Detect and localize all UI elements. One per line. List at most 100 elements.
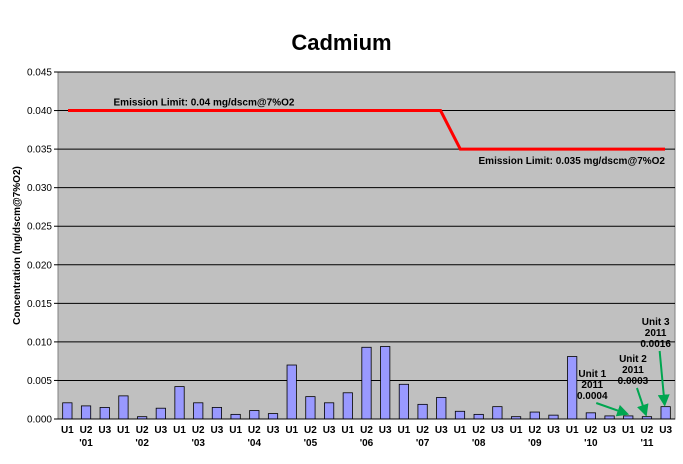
bar xyxy=(155,407,166,420)
bar xyxy=(454,410,466,420)
x-category-label: U1 xyxy=(397,425,410,436)
bar xyxy=(398,383,409,420)
annotation-label: Unit 3 xyxy=(642,317,670,328)
x-year-label: '01 xyxy=(79,438,93,449)
x-category-label: U2 xyxy=(584,425,597,436)
emission-limit-label-2: Emission Limit: 0.035 mg/dscm@7%O2 xyxy=(479,156,666,167)
annotation-arrow xyxy=(636,387,649,417)
bar xyxy=(567,356,578,420)
x-year-label: '09 xyxy=(528,438,542,449)
x-category-label: U3 xyxy=(603,425,616,436)
bar xyxy=(660,406,671,420)
x-category-label: U1 xyxy=(454,425,467,436)
y-tick-label: 0.045 xyxy=(27,68,52,79)
x-year-label: '03 xyxy=(191,438,205,449)
x-year-label: '08 xyxy=(472,438,486,449)
x-year-label: '10 xyxy=(584,438,598,449)
x-category-label: U3 xyxy=(547,425,560,436)
x-year-label: '11 xyxy=(640,438,653,449)
y-axis-label: Concentration (mg/dscm@7%O2) xyxy=(12,166,23,325)
bar xyxy=(99,407,110,420)
annotation-arrow xyxy=(657,350,670,407)
annotation-label: 2011 xyxy=(645,328,667,339)
bar xyxy=(193,402,204,420)
x-category-label: U1 xyxy=(173,425,186,436)
x-category-label: U2 xyxy=(641,425,654,436)
annotation-label: Unit 2 xyxy=(619,354,647,365)
x-category-label: U3 xyxy=(491,425,504,436)
x-category-label: U1 xyxy=(61,425,74,436)
x-category-label: U2 xyxy=(360,425,373,436)
x-category-label: U3 xyxy=(98,425,111,436)
annotation-label: 0.0004 xyxy=(577,391,608,402)
annotation-label: 0.0016 xyxy=(640,339,671,350)
bar xyxy=(585,412,596,420)
y-tick-label: 0.040 xyxy=(27,106,52,117)
annotation-label: 2011 xyxy=(622,365,644,376)
y-tick-label: 0.035 xyxy=(27,145,52,156)
x-year-label: '04 xyxy=(248,438,262,449)
y-tick-label: 0.005 xyxy=(27,376,52,387)
annotation-arrow xyxy=(595,402,630,417)
x-year-label: '02 xyxy=(135,438,149,449)
chart-title: Cadmium xyxy=(291,30,392,55)
emission-limit-label-1: Emission Limit: 0.04 mg/dscm@7%O2 xyxy=(114,98,295,109)
x-category-label: U2 xyxy=(248,425,261,436)
x-year-label: '07 xyxy=(416,438,430,449)
annotation-label: Unit 1 xyxy=(578,369,606,380)
x-year-label: '06 xyxy=(360,438,374,449)
x-category-label: U1 xyxy=(117,425,130,436)
x-category-label: U2 xyxy=(80,425,93,436)
x-category-label: U3 xyxy=(323,425,336,436)
x-category-label: U3 xyxy=(211,425,224,436)
y-tick-label: 0.025 xyxy=(27,222,52,233)
emission-limit-line xyxy=(68,109,665,151)
bar xyxy=(286,364,297,420)
x-category-label: U1 xyxy=(566,425,579,436)
bar xyxy=(305,396,316,420)
bar xyxy=(436,397,447,420)
bar xyxy=(62,402,73,420)
bar xyxy=(492,406,503,420)
bar xyxy=(324,402,335,420)
x-category-label: U3 xyxy=(267,425,280,436)
y-tick-label: 0.020 xyxy=(27,260,52,271)
x-category-label: U1 xyxy=(510,425,523,436)
x-category-label: U2 xyxy=(192,425,205,436)
bar xyxy=(529,411,540,420)
bar xyxy=(342,392,353,420)
y-tick-label: 0.030 xyxy=(27,183,52,194)
y-tick-label: 0.015 xyxy=(27,299,52,310)
x-category-label: U2 xyxy=(528,425,541,436)
bar xyxy=(211,407,222,420)
x-category-label: U3 xyxy=(379,425,392,436)
bar xyxy=(361,346,372,420)
bar xyxy=(417,403,428,420)
bar xyxy=(267,413,279,420)
x-category-label: U1 xyxy=(285,425,298,436)
x-category-label: U3 xyxy=(154,425,167,436)
x-category-label: U1 xyxy=(229,425,242,436)
x-category-label: U2 xyxy=(136,425,149,436)
bar xyxy=(249,410,260,420)
bar xyxy=(118,395,129,420)
x-category-label: U2 xyxy=(472,425,485,436)
x-category-label: U3 xyxy=(435,425,448,436)
bar xyxy=(174,386,185,420)
x-category-label: U1 xyxy=(341,425,354,436)
x-year-label: '05 xyxy=(304,438,318,449)
bar xyxy=(548,414,559,420)
y-tick-label: 0.010 xyxy=(27,337,52,348)
annotation-label: 0.0003 xyxy=(618,376,649,387)
x-category-label: U2 xyxy=(416,425,429,436)
x-category-label: U2 xyxy=(304,425,317,436)
bar xyxy=(80,405,92,420)
y-tick-label: 0.000 xyxy=(27,415,52,426)
bar xyxy=(230,413,241,420)
bar xyxy=(380,346,391,420)
x-category-label: U1 xyxy=(622,425,635,436)
bar xyxy=(473,413,484,420)
x-category-label: U3 xyxy=(659,425,672,436)
annotation-label: 2011 xyxy=(581,380,603,391)
